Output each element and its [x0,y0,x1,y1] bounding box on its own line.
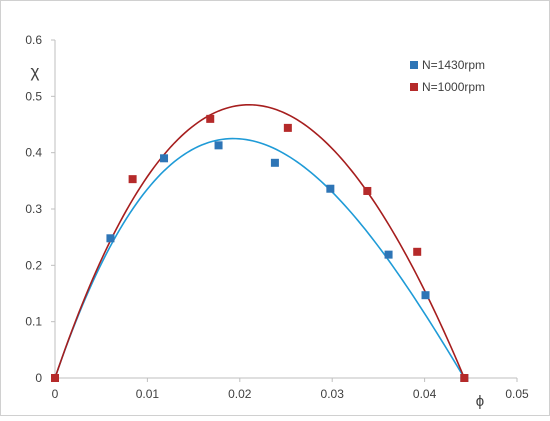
y-tick-label: 0.1 [25,315,42,329]
legend-label-1: N=1430rpm [422,58,485,72]
data-point-series-1 [270,158,279,167]
x-tick-label: 0.03 [321,387,345,401]
data-point-series-1 [421,291,430,300]
x-axis-label: ϕ [476,393,484,410]
fit-curve-2 [54,103,466,379]
x-tick-label: 0 [52,387,59,401]
y-axis-label: χ [31,62,40,81]
x-tick-label: 0.01 [136,387,160,401]
data-point-series-2 [51,374,59,382]
data-point-series-1 [384,250,393,259]
legend-label-2: N=1000rpm [422,80,485,94]
y-tick-label: 0.5 [25,89,42,103]
fit-curve-1 [54,137,466,379]
legend-marker-1 [410,61,418,69]
y-tick-label: 0.2 [25,258,42,272]
y-tick-label: 0.6 [25,33,42,47]
fit-curves [54,103,466,379]
data-point-series-1 [160,154,169,163]
data-point-series-2 [413,247,422,256]
data-points [51,114,469,382]
legend-marker-2 [410,83,418,91]
data-point-series-2 [283,123,292,132]
axes: 0 0.01 0.02 0.03 0.04 0.05 0 0.1 0.2 0.3 0.4 0.5 0.6 [25,33,529,401]
y-tick-label: 0 [35,371,42,385]
x-tick-label: 0.05 [505,387,529,401]
y-tick-label: 0.4 [25,146,42,160]
data-point-series-2 [460,374,469,382]
data-point-series-1 [106,234,115,243]
legend: N=1430rpm N=1000rpm [410,58,485,94]
data-point-series-2 [128,175,137,184]
data-point-series-1 [214,141,223,150]
y-tick-label: 0.3 [25,202,42,216]
x-tick-label: 0.02 [228,387,252,401]
x-tick-label: 0.04 [413,387,437,401]
data-point-series-2 [363,186,372,195]
data-point-series-1 [326,184,335,193]
data-point-series-2 [206,114,215,123]
